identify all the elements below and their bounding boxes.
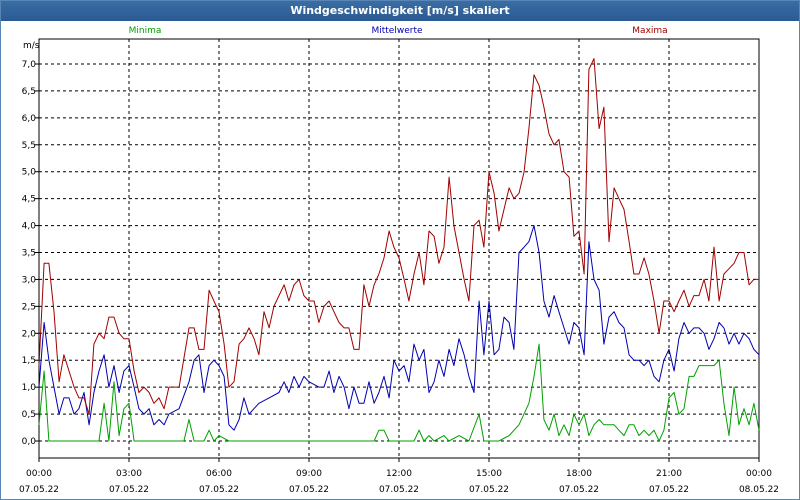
x-tick-date: 07.05.22 [199, 485, 239, 495]
y-tick-label: 0,5 [22, 410, 36, 420]
x-tick-time: 21:00 [656, 469, 682, 479]
legend-item-mittelwerte: Mittelwerte [371, 26, 422, 36]
x-tick-time: 06:00 [206, 469, 232, 479]
x-tick-date: 07.05.22 [19, 485, 59, 495]
series-line-mittelwerte [38, 225, 760, 431]
y-tick-label: 6,0 [22, 114, 37, 124]
x-tick-date: 08.05.22 [739, 485, 779, 495]
y-tick-label: 0,0 [22, 437, 37, 447]
legend: Minima Mittelwerte Maxima [129, 26, 668, 36]
legend-item-maxima: Maxima [632, 26, 667, 36]
y-tick-label: 4,0 [22, 222, 37, 232]
window-title: Windgeschwindigkeit [m/s] skaliert [1, 1, 799, 21]
y-tick-label: 4,5 [22, 195, 36, 205]
y-tick-label: 7,0 [22, 60, 37, 70]
y-tick-label: 1,5 [22, 356, 36, 366]
series-layer [38, 58, 760, 442]
series-line-minima [38, 343, 760, 442]
grid [39, 39, 759, 458]
x-tick-time: 00:00 [26, 469, 52, 479]
x-tick-date: 07.05.22 [289, 485, 329, 495]
y-tick-label: 6,5 [22, 87, 36, 97]
y-tick-label: 3,5 [22, 249, 36, 259]
y-axis-unit: m/s [23, 41, 40, 51]
y-tick-label: 5,5 [22, 141, 36, 151]
x-tick-date: 07.05.22 [379, 485, 419, 495]
x-tick-date: 07.05.22 [109, 485, 149, 495]
y-tick-label: 5,0 [22, 168, 37, 178]
x-tick-time: 18:00 [566, 469, 592, 479]
x-tick-time: 03:00 [116, 469, 142, 479]
legend-item-minima: Minima [129, 26, 162, 36]
y-tick-label: 2,0 [22, 329, 37, 339]
x-tick-date: 07.05.22 [559, 485, 599, 495]
x-tick-time: 00:00 [746, 469, 772, 479]
y-tick-label: 2,5 [22, 302, 36, 312]
x-tick-time: 12:00 [386, 469, 412, 479]
y-tick-label: 1,0 [22, 383, 37, 393]
x-tick-time: 15:00 [476, 469, 502, 479]
x-tick-date: 07.05.22 [649, 485, 689, 495]
y-tick-label: 3,0 [22, 275, 37, 285]
series-line-maxima [38, 58, 759, 415]
x-tick-time: 09:00 [296, 469, 322, 479]
x-tick-date: 07.05.22 [469, 485, 509, 495]
axis-ticks: 0,0 0,5 1,0 1,5 2,0 2,5 3,0 3,5 4,0 4,5 5,0 5,5 6,0 6… [19, 60, 779, 495]
